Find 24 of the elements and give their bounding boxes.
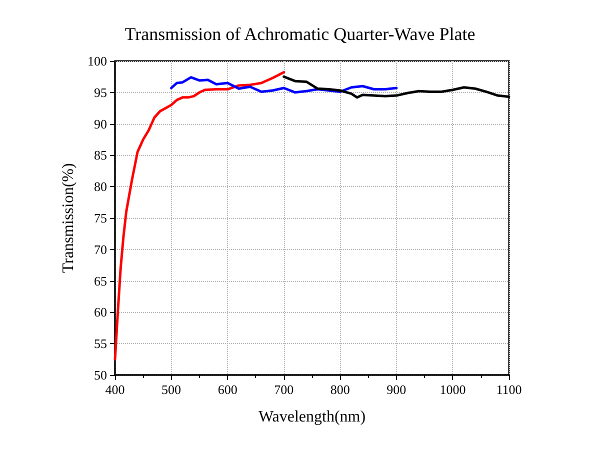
x-tick-label: 1000 [440, 382, 466, 397]
chart-title: Transmission of Achromatic Quarter-Wave Plate [124, 24, 476, 44]
x-axis-title: Wavelength(nm) [258, 408, 366, 426]
y-tick-label: 100 [88, 54, 107, 68]
y-tick-label: 90 [94, 116, 107, 132]
y-tick-label: 75 [94, 210, 107, 226]
y-tick-label: 85 [94, 148, 107, 163]
y-tick-label: 60 [94, 304, 107, 320]
x-tick-label: 1100 [496, 382, 522, 397]
y-tick-label: 95 [94, 84, 107, 100]
y-axis-title: Transmission(%) [60, 163, 78, 273]
x-tick-label: 400 [105, 382, 125, 397]
y-tick-label: 70 [94, 242, 107, 257]
x-tick-label: 900 [386, 382, 406, 397]
x-tick-label: 800 [330, 382, 350, 397]
line-series [114, 71, 286, 361]
line-series [170, 76, 398, 94]
y-tick-label: 65 [94, 273, 107, 288]
y-tick-label: 55 [94, 336, 107, 352]
y-tick-label: 80 [94, 179, 107, 194]
x-tick-label: 500 [162, 382, 182, 397]
y-tick-label: 50 [94, 368, 107, 382]
x-tick-label: 600 [218, 382, 238, 397]
x-tick-label: 700 [274, 382, 294, 397]
